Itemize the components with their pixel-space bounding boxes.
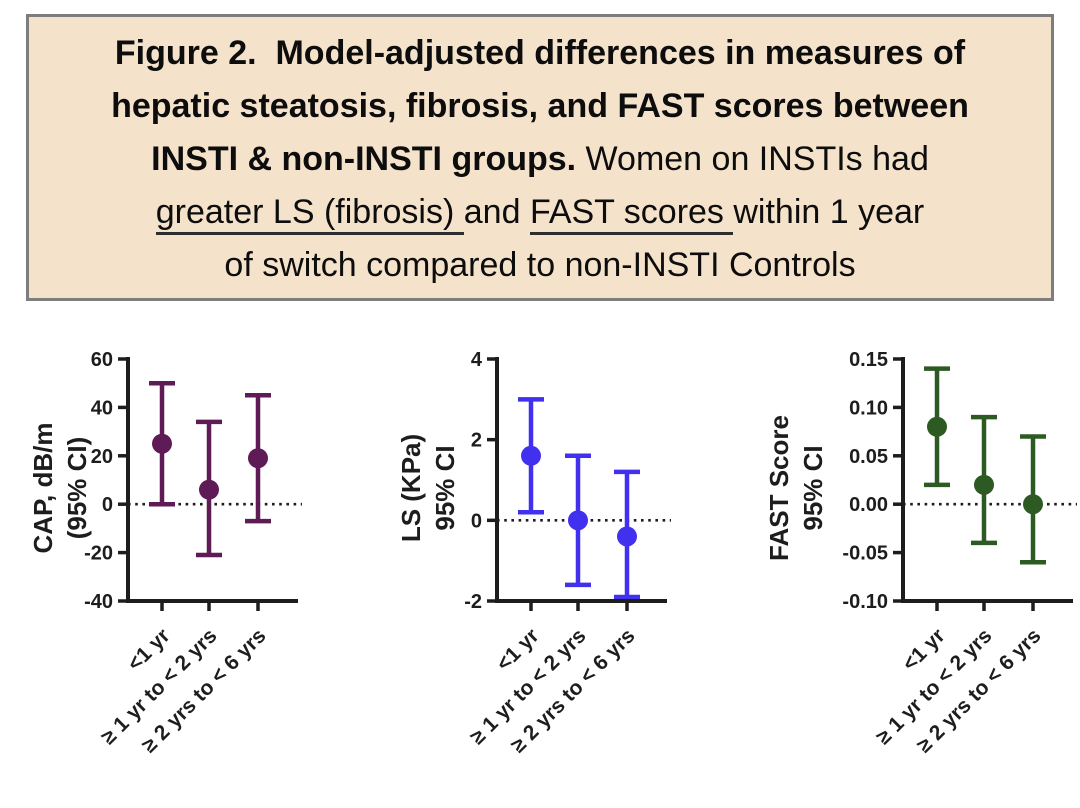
fast-chart-svg: -0.10-0.050.000.050.100.15<1 yr≥ 1 yr to…: [764, 349, 1077, 757]
svg-text:60: 60: [91, 349, 113, 371]
title-line-3: INSTI & non-INSTI groups. Women on INSTI…: [37, 133, 1043, 186]
svg-text:0.05: 0.05: [849, 446, 888, 468]
title-line-5-regular: of switch compared to non-INSTI Controls: [224, 246, 856, 284]
title-underline-fast-scores: FAST scores: [529, 193, 734, 235]
title-line-5: of switch compared to non-INSTI Controls: [37, 239, 1043, 292]
title-line-1: Figure 2. Model-adjusted differences in …: [37, 27, 1043, 80]
title-line-4: greater LS (fibrosis) and FAST scores wi…: [37, 186, 1043, 239]
svg-text:-2: -2: [464, 591, 482, 613]
svg-text:-20: -20: [84, 543, 113, 565]
title-line-4-regular-1: and: [463, 193, 530, 231]
ls-chart: -2 0 2 4 <1 yr ≥ 1 yr to < 2 yrs ≥ 2 yrs to < …: [360, 301, 720, 793]
svg-text:0: 0: [102, 494, 113, 516]
svg-text:LS (KPa): LS (KPa): [396, 434, 426, 542]
svg-text:-40: -40: [84, 591, 113, 613]
svg-text:2: 2: [471, 430, 482, 452]
title-line-2: hepatic steatosis, fibrosis, and FAST sc…: [37, 80, 1043, 133]
title-line-1-bold: Figure 2. Model-adjusted differences in …: [114, 34, 966, 72]
svg-text:4: 4: [471, 349, 483, 371]
svg-text:FAST Score: FAST Score: [764, 415, 794, 561]
charts-row: -40 -20 0 20 40 60 <1 yr ≥ 1 yr to < 2 yrs ≥ 2 y…: [0, 301, 1080, 793]
svg-text:0: 0: [471, 510, 482, 532]
title-underline-ls-fibrosis: greater LS (fibrosis): [155, 193, 464, 235]
svg-text:40: 40: [91, 397, 113, 419]
cap-chart: -40 -20 0 20 40 60 <1 yr ≥ 1 yr to < 2 yrs ≥ 2 y…: [0, 301, 360, 793]
svg-text:-0.05: -0.05: [842, 543, 888, 565]
svg-text:0.00: 0.00: [849, 494, 888, 516]
fast-chart: -0.10 -0.05 0.00 0.05 0.10 0.15 <1 yr ≥ 1 yr to…: [720, 301, 1080, 793]
title-line-2-bold: hepatic steatosis, fibrosis, and FAST sc…: [111, 87, 969, 125]
title-line-4-regular-2: within 1 year: [733, 193, 925, 231]
title-line-3-regular: Women on INSTIs had: [576, 140, 929, 178]
svg-text:95% CI: 95% CI: [798, 445, 828, 530]
svg-text:-0.10: -0.10: [842, 591, 888, 613]
svg-text:0.10: 0.10: [849, 397, 888, 419]
svg-text:95% CI: 95% CI: [430, 445, 460, 530]
title-line-3-bold: INSTI & non-INSTI groups.: [151, 140, 577, 178]
svg-text:(95% CI): (95% CI): [62, 437, 92, 540]
svg-text:CAP, dB/m: CAP, dB/m: [28, 423, 58, 554]
figure-title-box: Figure 2. Model-adjusted differences in …: [26, 14, 1054, 301]
svg-text:0.15: 0.15: [849, 349, 888, 371]
svg-text:20: 20: [91, 446, 113, 468]
